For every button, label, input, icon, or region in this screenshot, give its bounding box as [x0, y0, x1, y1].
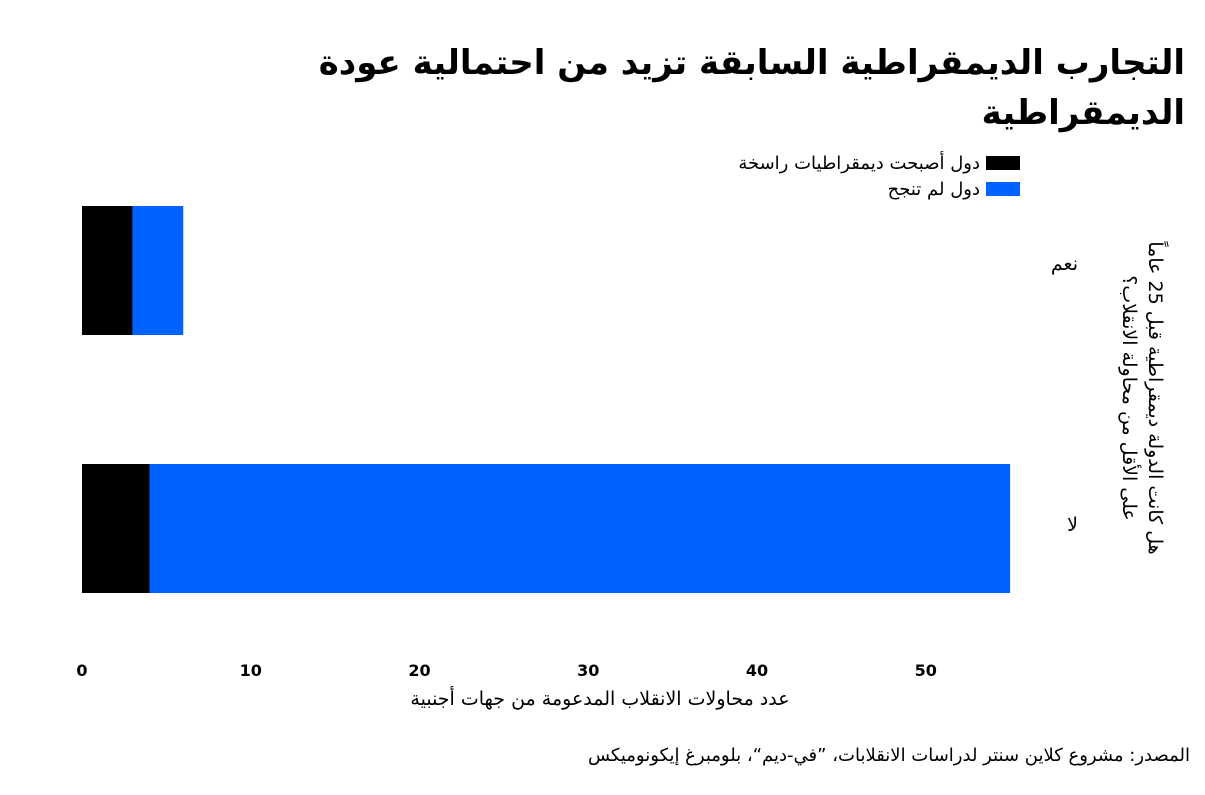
- x-tick-label: 0: [76, 661, 87, 680]
- legend-swatch-established: [986, 156, 1020, 170]
- x-tick-label: 50: [915, 661, 937, 680]
- bar-segment-established-no: [82, 464, 150, 593]
- legend-swatch-failed: [986, 182, 1020, 196]
- bar-segment-failed-no: [149, 464, 1011, 593]
- legend-label-established: دول أصبحت ديمقراطيات راسخة: [738, 152, 980, 174]
- legend-label-failed: دول لم تنجح: [887, 178, 980, 200]
- x-axis-title: عدد محاولات الانقلاب المدعومة من جهات أج…: [410, 688, 790, 710]
- category-label-no: لا: [1067, 514, 1078, 536]
- bar-segment-established-yes: [82, 206, 133, 335]
- source-note: المصدر: مشروع كلاين سنتر لدراسات الانقلا…: [587, 745, 1190, 766]
- x-tick-label: 10: [240, 661, 262, 680]
- bar-segment-failed-yes: [132, 206, 184, 335]
- legend: دول أصبحت ديمقراطيات راسخة دول لم تنجح: [690, 150, 1020, 202]
- x-tick-label: 20: [408, 661, 430, 680]
- category-label-yes: نعم: [1050, 253, 1078, 275]
- x-tick-label: 40: [746, 661, 768, 680]
- chart-title: التجارب الديمقراطية السابقة تزيد من احتم…: [318, 43, 1185, 133]
- legend-item-failed: دول لم تنجح: [690, 176, 1020, 202]
- legend-item-established: دول أصبحت ديمقراطيات راسخة: [690, 150, 1020, 176]
- x-tick-label: 30: [577, 661, 599, 680]
- y-axis-title-text: هل كانت الدولة ديمقراطية قبل 25 عاماً عل…: [1118, 241, 1166, 555]
